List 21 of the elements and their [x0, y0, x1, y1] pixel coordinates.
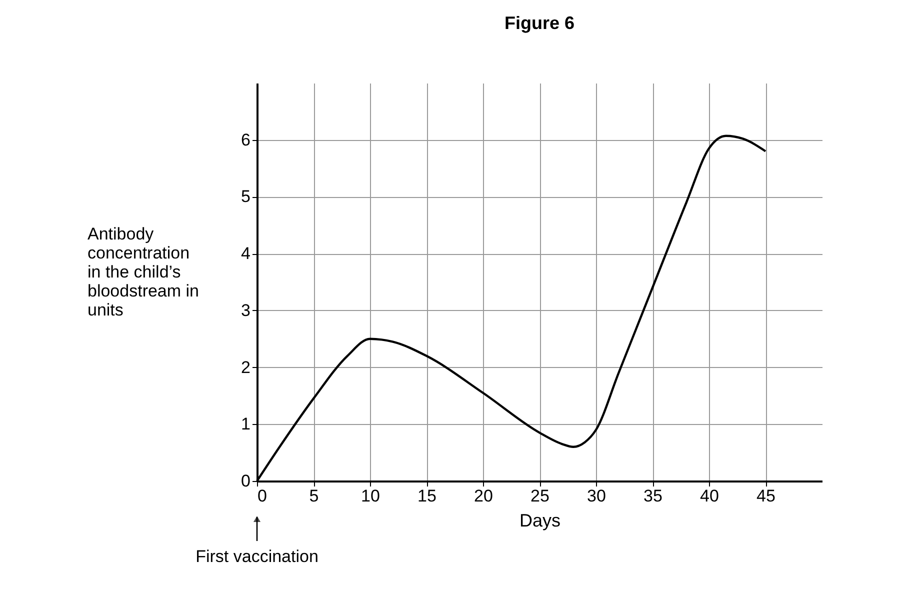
y-tick-label: 1 [241, 414, 250, 434]
x-axis-title: Days [519, 510, 561, 530]
y-tick-label: 5 [241, 187, 250, 206]
x-tick-label: 40 [700, 486, 719, 506]
y-tick-label: 0 [241, 472, 250, 490]
chart-title: Figure 6 [504, 13, 575, 33]
y-tick-label: 6 [241, 130, 250, 150]
x-tick-label: 20 [474, 486, 493, 506]
x-tick-label: 0 [258, 486, 267, 506]
x-tick-label: 15 [418, 486, 436, 506]
x-tick-label: 10 [361, 486, 380, 506]
x-tick-label: 5 [309, 486, 319, 506]
y-axis-title: Antibody concentration in the child’s bloodstream in units [88, 224, 200, 320]
x-tick-label: 30 [587, 486, 606, 506]
text: First vaccination [196, 547, 318, 566]
y-tick-label: 3 [241, 300, 250, 320]
x-tick-label: 35 [644, 486, 662, 506]
y-tick-label: 4 [241, 244, 250, 264]
y-tick-label: 2 [241, 358, 250, 377]
x-tick-label: 25 [530, 486, 550, 506]
x-tick-label: 45 [756, 486, 776, 506]
